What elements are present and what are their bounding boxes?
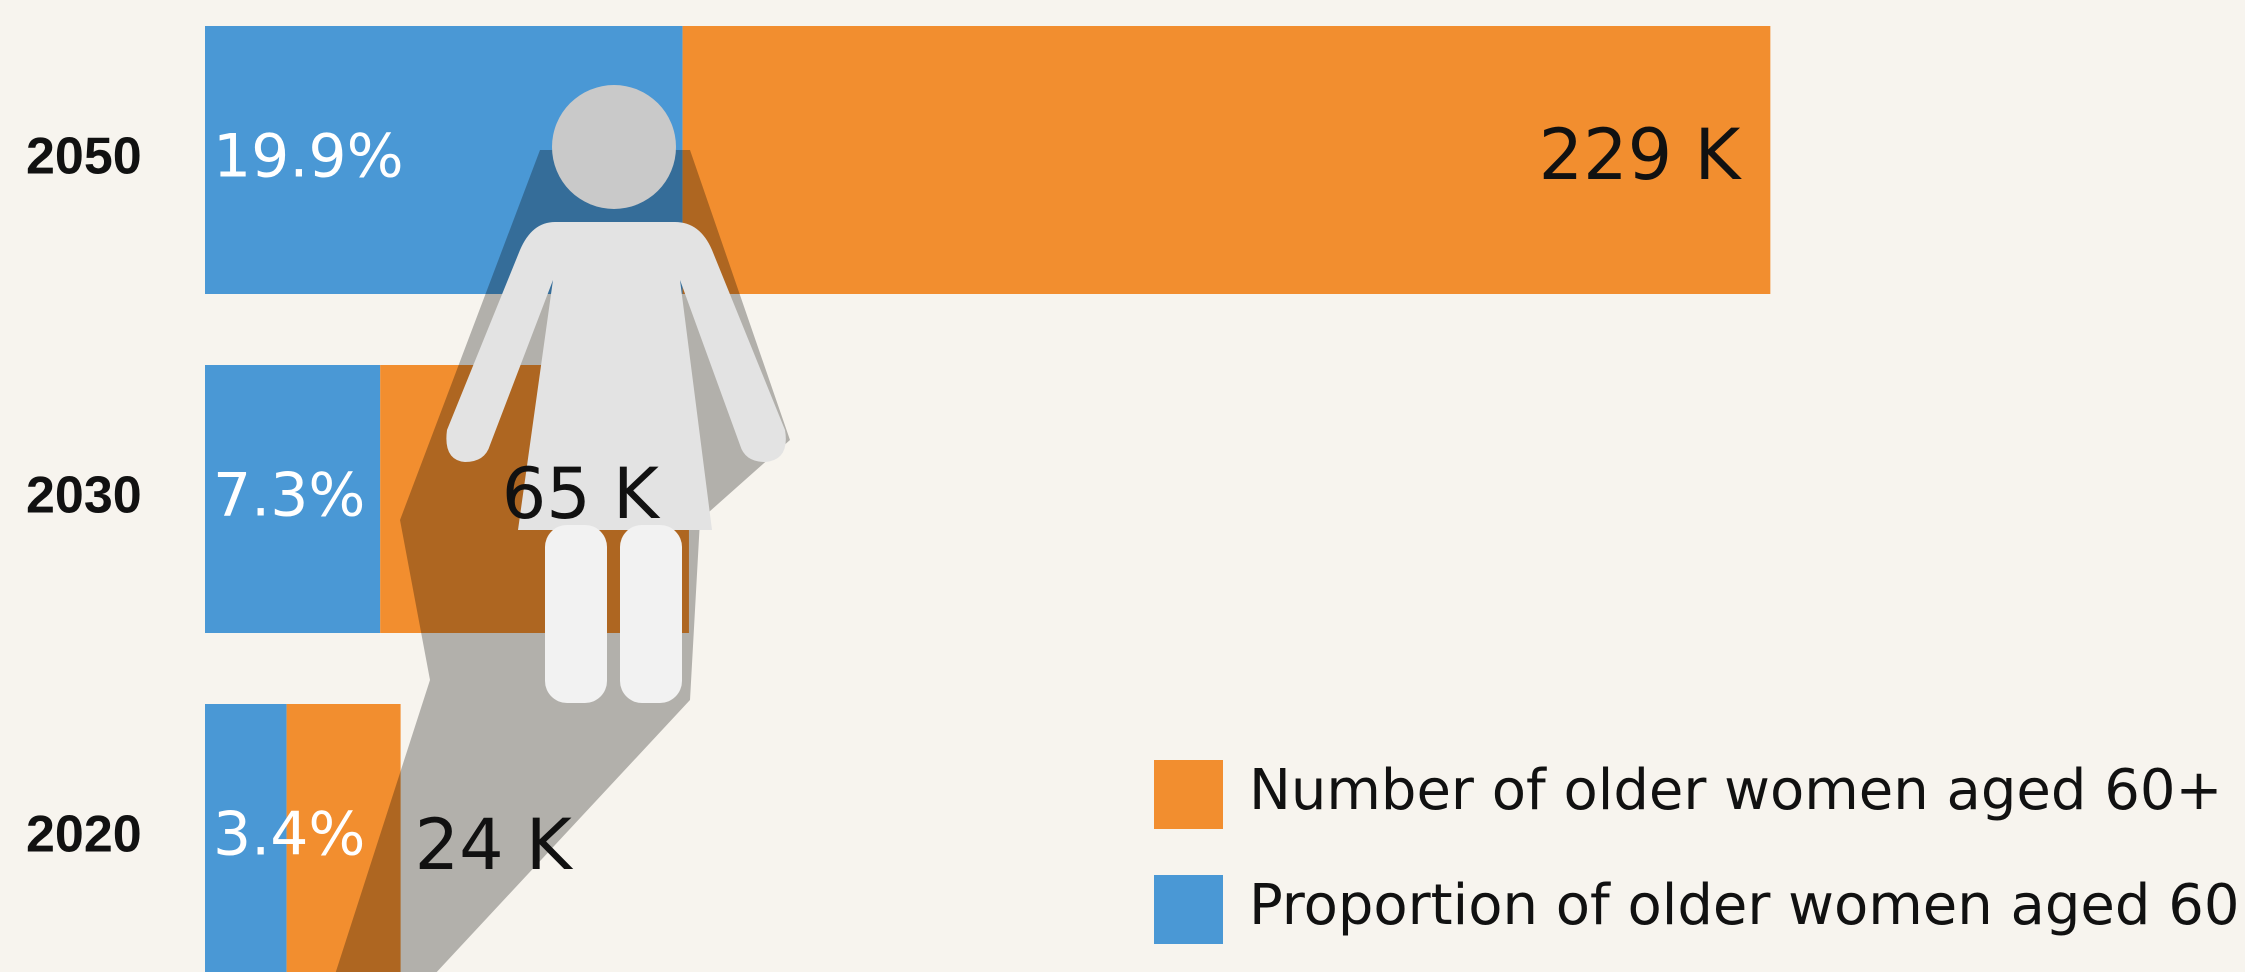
bar-segment	[205, 365, 381, 633]
woman-icon	[335, 85, 790, 972]
legend-swatch	[1154, 760, 1223, 829]
y-tick-label: 2030	[26, 467, 142, 525]
data-label: 24 K	[415, 804, 574, 886]
icon-body	[446, 222, 786, 530]
bar-segment	[286, 704, 401, 972]
legend: Number of older women aged 60+ Proportion…	[1154, 758, 2245, 944]
bar-segment	[205, 704, 287, 972]
icon-leg	[620, 525, 682, 703]
data-label: 65 K	[502, 453, 661, 535]
labels: 2050 19.9% 229 K 2030 7.3% 65 K 2020 3.4% 24 K	[26, 114, 1742, 886]
legend-swatch	[1154, 875, 1223, 944]
data-label: 7.3%	[213, 461, 365, 531]
y-tick-label: 2050	[26, 128, 142, 186]
data-label: 19.9%	[213, 122, 404, 192]
data-label: 229 K	[1539, 114, 1743, 196]
legend-label: Proportion of older women aged 60+	[1249, 873, 2245, 938]
y-tick-label: 2020	[26, 806, 142, 864]
bar-segment	[682, 26, 1771, 294]
icon-leg	[545, 525, 607, 703]
data-label: 3.4%	[213, 800, 365, 870]
icon-head	[552, 85, 676, 209]
legend-label: Number of older women aged 60+	[1249, 758, 2222, 823]
